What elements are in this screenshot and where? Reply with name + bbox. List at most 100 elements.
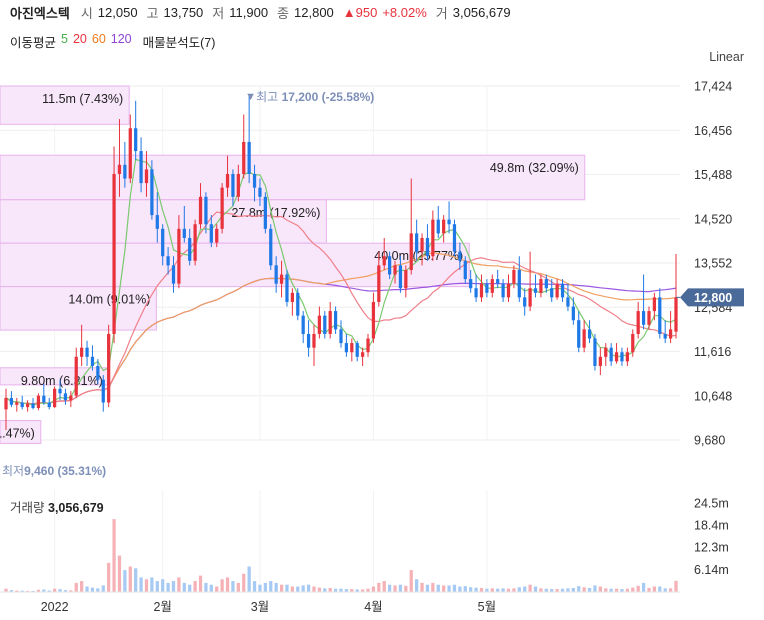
volume-bar [166, 582, 170, 592]
candle-up [53, 388, 57, 408]
candle-down [306, 333, 311, 348]
candle-down [258, 187, 262, 197]
volume-bar [398, 584, 403, 592]
volume-bar [4, 588, 8, 592]
candle-down [658, 297, 662, 334]
volume-profile-label: 2.29m (1.47%) [0, 427, 35, 441]
volume-profile-label: 27.8m (17.92%) [231, 206, 320, 220]
candle-up [107, 333, 111, 403]
candle-up [674, 297, 678, 332]
volume-bar [463, 586, 467, 592]
volume-bar [539, 588, 543, 592]
candle-up [220, 187, 224, 229]
volume-bar [469, 587, 473, 592]
volume-bar [101, 585, 105, 592]
candle-up [366, 338, 370, 353]
ma5-label: 5 [61, 32, 68, 46]
candle-down [425, 237, 430, 257]
volume-chart-label: 거래량 [10, 501, 45, 515]
volume-bar [306, 584, 311, 592]
volume-tick-label: 18.4m [694, 518, 729, 532]
candle-down [63, 393, 68, 401]
max-price-value: 17,200 (-25.58%) [282, 90, 375, 104]
volume-bar [415, 579, 419, 592]
candle-down [182, 228, 186, 238]
volume-bar [658, 586, 662, 592]
volume-bar [290, 586, 294, 592]
candle-up [236, 173, 240, 197]
volume-bar [528, 584, 532, 592]
candle-down [560, 283, 565, 298]
stock-header: 아진엑스텍 시 12,050 고 13,750 저 11,900 종 12,80… [10, 2, 515, 22]
candle-down [458, 251, 462, 261]
volume-bar [512, 588, 516, 592]
close-label: 종 [277, 5, 290, 21]
price-tick-label: 10,648 [694, 389, 732, 403]
candle-down [501, 283, 505, 298]
candle-down [269, 228, 273, 266]
volume-bar [15, 590, 19, 592]
volume-bar [117, 555, 122, 592]
volume-bar [317, 587, 322, 592]
candle-down [296, 292, 300, 316]
candle-down [533, 288, 538, 293]
candle-down [323, 315, 327, 334]
candle-up [631, 333, 635, 353]
volume-bar [614, 588, 619, 592]
volume-bar [490, 588, 494, 592]
volume-bar [566, 588, 570, 592]
volume-bar [355, 589, 359, 592]
volume-bar [550, 589, 554, 592]
candle-up [112, 173, 116, 334]
candle-down [247, 141, 251, 174]
volume-bar [474, 587, 478, 592]
volume-bar [393, 585, 397, 592]
price-tick-label: 15,488 [694, 168, 732, 182]
volume-bar [274, 582, 278, 592]
volume-bar [31, 590, 35, 592]
candle-up [404, 269, 408, 289]
volume-bar [458, 586, 462, 592]
candle-down [398, 265, 403, 289]
volume-bar [425, 584, 430, 592]
candle-up [371, 301, 376, 339]
candle-up [4, 397, 8, 410]
volume-bar [225, 577, 230, 592]
change-value: ▲950 [342, 4, 378, 20]
volume-bar [63, 590, 68, 592]
volume-bar [404, 585, 408, 592]
volume-bar [544, 588, 548, 592]
volume-bar [420, 582, 424, 592]
candle-up [215, 228, 219, 243]
volume-bar [269, 581, 273, 592]
min-price-value: 9,460 (35.31%) [24, 464, 106, 478]
volume-bar [80, 581, 84, 592]
volume-bar [409, 570, 413, 592]
volume-bar [577, 586, 581, 592]
time-tick-label: 2월 [153, 600, 171, 614]
volume-bar [333, 588, 338, 592]
candle-up [479, 283, 484, 298]
candle-down [474, 288, 478, 298]
volume-bar [641, 582, 646, 592]
volume-bar [161, 579, 165, 592]
open-value: 12,050 [97, 4, 138, 20]
candle-up [420, 237, 424, 252]
volume-bar [285, 584, 289, 592]
volume-profile-zone [0, 154, 586, 201]
candle-down [571, 306, 575, 321]
high-label: 고 [146, 5, 159, 21]
candle-up [382, 256, 386, 266]
volume-tick-label: 6.14m [694, 563, 729, 577]
volume-bar [506, 588, 511, 592]
volume-profile-label: 매물분석도(7) [142, 36, 216, 50]
volume-bar [647, 587, 651, 592]
volume-bar [344, 589, 349, 592]
volume-bar [501, 588, 505, 592]
volume-bar [360, 589, 365, 592]
scale-toggle-button[interactable]: Linear [709, 50, 744, 64]
volume-bar [182, 582, 186, 592]
volume-value: 3,056,679 [452, 4, 511, 20]
ma-legend[interactable]: 이동평균 5 20 60 120 매물분석도(7) [10, 32, 215, 51]
